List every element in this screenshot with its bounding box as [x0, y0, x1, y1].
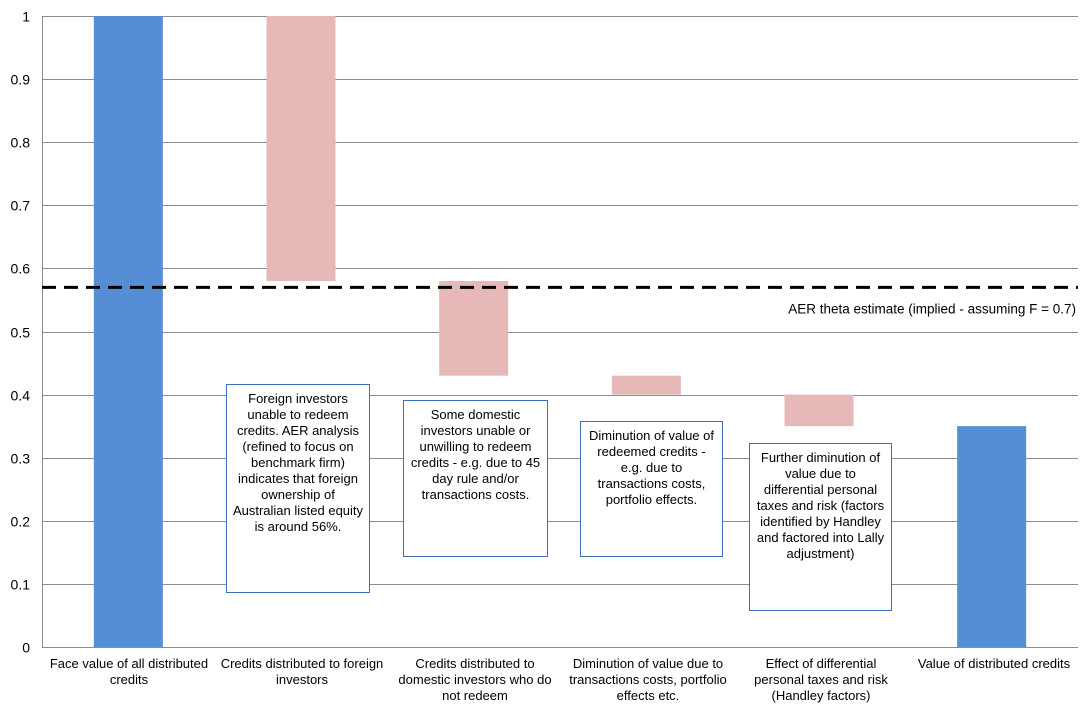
- x-tick-label-handley: Effect of differential personal taxes an…: [754, 656, 888, 703]
- total-bar: [93, 16, 163, 647]
- x-tick-label-face-value: Face value of all distributed credits: [49, 656, 209, 687]
- decrease-bar: [266, 16, 336, 282]
- x-tick-label-domestic: Credits distributed to domestic investor…: [398, 656, 552, 703]
- y-tick-label: 0.3: [11, 451, 31, 467]
- y-tick-label: 0.7: [11, 198, 31, 214]
- y-tick-label: 0.1: [11, 577, 31, 593]
- y-axis-ticks: 0 0.1 0.2 0.3 0.4 0.5 0.6 0.7 0.8 0.9 1: [11, 9, 31, 656]
- decrease-bar: [611, 375, 681, 395]
- y-tick-label: 0.9: [11, 72, 31, 88]
- y-tick-label: 0: [22, 640, 30, 656]
- gridlines: [42, 16, 1078, 585]
- annotation-domestic-investors: Some domestic investors unable or unwill…: [403, 400, 548, 557]
- x-tick-label-foreign: Credits distributed to foreign investors: [220, 656, 384, 687]
- y-tick-label: 0.2: [11, 514, 31, 530]
- x-tick-label-diminution: Diminution of value due to transactions …: [569, 656, 727, 703]
- total-bar: [957, 426, 1027, 647]
- annotation-further-diminution: Further diminution of value due to diffe…: [749, 443, 892, 611]
- y-tick-label: 0.8: [11, 135, 31, 151]
- y-tick-label: 0.6: [11, 261, 31, 277]
- annotation-foreign-investors: Foreign investors unable to redeem credi…: [226, 384, 370, 593]
- annotation-diminution: Diminution of value of redeemed credits …: [580, 421, 723, 557]
- x-tick-label-value: Value of distributed credits: [917, 656, 1071, 671]
- decrease-bar: [439, 281, 509, 376]
- y-tick-label: 1: [22, 9, 30, 25]
- bars: [93, 16, 1027, 647]
- decrease-bar: [784, 394, 854, 427]
- y-tick-label: 0.5: [11, 325, 31, 341]
- reference-line-label: AER theta estimate (implied - assuming F…: [788, 301, 1076, 316]
- y-tick-label: 0.4: [11, 388, 31, 404]
